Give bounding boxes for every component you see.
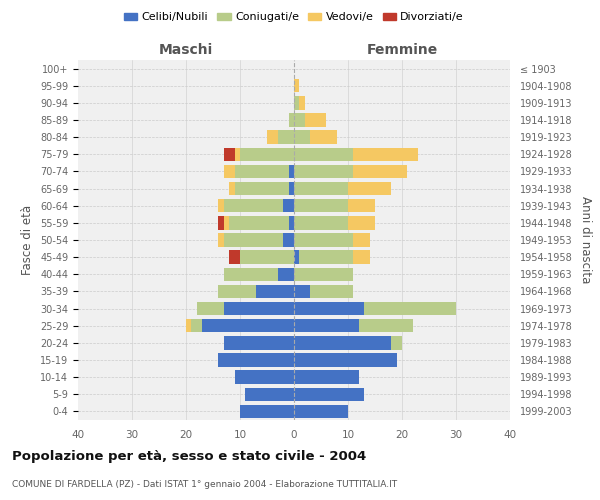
Bar (240, 404, 294, 418)
Bar (294, 164, 353, 178)
Y-axis label: Anni di nascita: Anni di nascita (579, 196, 592, 284)
Bar (299, 96, 305, 110)
Bar (294, 284, 310, 298)
Bar (218, 199, 224, 212)
Bar (283, 234, 294, 246)
Bar (267, 130, 278, 144)
Bar (353, 234, 370, 246)
Bar (218, 284, 256, 298)
Bar (294, 336, 391, 349)
Bar (294, 268, 353, 281)
Bar (197, 302, 224, 316)
Bar (218, 216, 224, 230)
Bar (353, 148, 418, 161)
Legend: Celibi/Nubili, Coniugati/e, Vedovi/e, Divorziati/e: Celibi/Nubili, Coniugati/e, Vedovi/e, Di… (119, 8, 469, 27)
Bar (299, 250, 353, 264)
Bar (353, 250, 370, 264)
Bar (294, 130, 310, 144)
Bar (294, 234, 353, 246)
Bar (283, 199, 294, 212)
Bar (245, 388, 294, 401)
Bar (289, 114, 294, 126)
Bar (218, 354, 294, 366)
Bar (294, 354, 397, 366)
Bar (364, 302, 456, 316)
Bar (235, 148, 240, 161)
Bar (224, 302, 294, 316)
Bar (294, 96, 299, 110)
Text: Maschi: Maschi (159, 42, 213, 56)
Bar (240, 250, 294, 264)
Bar (294, 79, 299, 92)
Bar (294, 182, 348, 196)
Bar (218, 234, 224, 246)
Bar (294, 114, 305, 126)
Bar (278, 130, 294, 144)
Bar (229, 250, 240, 264)
Bar (202, 319, 294, 332)
Bar (240, 148, 294, 161)
Bar (289, 182, 294, 196)
Bar (391, 336, 402, 349)
Bar (294, 370, 359, 384)
Bar (294, 199, 348, 212)
Bar (235, 370, 294, 384)
Bar (294, 319, 359, 332)
Bar (310, 284, 353, 298)
Bar (294, 388, 364, 401)
Bar (224, 336, 294, 349)
Bar (294, 404, 348, 418)
Bar (278, 268, 294, 281)
Bar (224, 234, 283, 246)
Bar (348, 182, 391, 196)
Bar (229, 216, 289, 230)
Text: Femmine: Femmine (367, 42, 437, 56)
Bar (348, 199, 375, 212)
Text: COMUNE DI FARDELLA (PZ) - Dati ISTAT 1° gennaio 2004 - Elaborazione TUTTITALIA.I: COMUNE DI FARDELLA (PZ) - Dati ISTAT 1° … (12, 480, 397, 489)
Bar (224, 268, 278, 281)
Bar (310, 130, 337, 144)
Bar (353, 164, 407, 178)
Bar (224, 199, 283, 212)
Bar (294, 148, 353, 161)
Bar (294, 216, 348, 230)
Bar (229, 182, 235, 196)
Bar (289, 164, 294, 178)
Bar (224, 164, 235, 178)
Bar (348, 216, 375, 230)
Bar (224, 148, 235, 161)
Text: Popolazione per età, sesso e stato civile - 2004: Popolazione per età, sesso e stato civil… (12, 450, 366, 463)
Bar (294, 250, 299, 264)
Bar (235, 182, 289, 196)
Y-axis label: Fasce di età: Fasce di età (22, 205, 34, 275)
Bar (294, 302, 364, 316)
Bar (224, 216, 229, 230)
Bar (289, 216, 294, 230)
Bar (305, 114, 326, 126)
Bar (256, 284, 294, 298)
Bar (235, 164, 289, 178)
Bar (186, 319, 191, 332)
Bar (359, 319, 413, 332)
Bar (191, 319, 202, 332)
